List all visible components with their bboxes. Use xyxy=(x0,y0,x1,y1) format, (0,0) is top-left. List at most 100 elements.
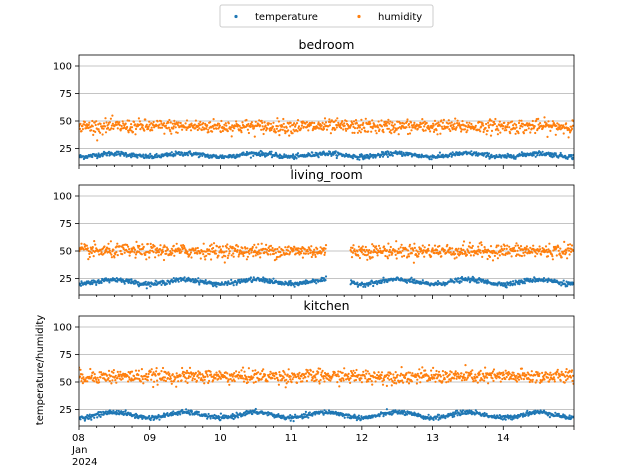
point-humidity xyxy=(94,130,97,133)
point-humidity xyxy=(415,125,418,128)
point-humidity xyxy=(378,247,382,250)
point-temperature xyxy=(170,151,173,154)
point-humidity xyxy=(523,254,526,257)
point-humidity xyxy=(260,128,263,131)
point-humidity xyxy=(104,117,107,120)
point-humidity xyxy=(127,245,130,248)
point-humidity xyxy=(297,125,301,128)
point-humidity xyxy=(230,135,233,138)
y-tick-label: 50 xyxy=(59,378,72,389)
point-temperature xyxy=(231,412,234,416)
point-humidity xyxy=(99,122,102,125)
point-temperature xyxy=(413,278,416,281)
point-humidity xyxy=(376,254,379,257)
point-humidity xyxy=(410,129,413,132)
point-humidity xyxy=(349,126,352,129)
point-temperature xyxy=(500,156,503,159)
point-temperature xyxy=(249,276,252,279)
point-humidity xyxy=(489,123,492,126)
point-humidity xyxy=(88,121,91,124)
point-temperature xyxy=(179,413,182,416)
point-humidity xyxy=(281,128,284,131)
point-humidity xyxy=(229,128,232,131)
point-temperature xyxy=(381,155,385,158)
y-tick-label: 100 xyxy=(53,192,72,203)
point-humidity xyxy=(502,253,505,256)
point-humidity xyxy=(154,256,157,259)
point-humidity xyxy=(388,122,391,125)
point-humidity xyxy=(118,121,121,124)
point-humidity xyxy=(274,248,277,251)
point-temperature xyxy=(355,419,358,422)
point-humidity xyxy=(309,123,312,127)
point-humidity xyxy=(287,245,290,248)
point-humidity xyxy=(381,128,385,131)
point-humidity xyxy=(112,248,115,251)
point-humidity xyxy=(357,245,360,248)
point-humidity xyxy=(423,125,426,128)
point-humidity xyxy=(219,248,222,251)
point-humidity xyxy=(214,252,218,255)
point-humidity xyxy=(567,247,570,250)
point-humidity xyxy=(144,118,147,121)
point-temperature xyxy=(348,413,351,416)
point-humidity xyxy=(537,117,540,120)
point-temperature xyxy=(93,416,96,419)
point-humidity xyxy=(410,252,413,255)
point-humidity xyxy=(371,243,374,246)
point-humidity xyxy=(159,120,163,123)
point-humidity xyxy=(236,249,239,252)
point-temperature xyxy=(108,281,111,284)
point-temperature xyxy=(295,157,298,160)
point-humidity xyxy=(378,128,381,131)
point-temperature xyxy=(149,285,152,288)
point-humidity xyxy=(413,246,416,249)
point-humidity xyxy=(253,135,256,138)
point-temperature xyxy=(400,150,403,153)
legend-label-humidity: humidity xyxy=(378,12,422,23)
point-temperature xyxy=(335,156,338,160)
point-temperature xyxy=(495,154,498,157)
point-temperature xyxy=(566,285,569,288)
point-temperature xyxy=(187,409,190,412)
point-temperature xyxy=(188,150,192,153)
point-humidity xyxy=(313,121,316,125)
point-humidity xyxy=(483,246,486,249)
point-temperature xyxy=(174,154,177,157)
point-temperature xyxy=(359,284,362,287)
point-humidity xyxy=(345,129,348,132)
point-temperature xyxy=(338,414,341,417)
point-temperature xyxy=(177,280,180,283)
point-temperature xyxy=(131,155,134,158)
point-humidity xyxy=(423,255,426,258)
point-temperature xyxy=(117,150,120,153)
point-humidity xyxy=(500,245,503,248)
point-humidity xyxy=(425,121,428,125)
point-temperature xyxy=(119,154,122,157)
point-temperature xyxy=(245,150,248,154)
point-temperature xyxy=(452,411,455,414)
point-humidity xyxy=(352,120,356,123)
point-humidity xyxy=(432,130,436,133)
y-tick-label: 75 xyxy=(59,219,72,230)
point-humidity xyxy=(130,126,134,129)
point-humidity xyxy=(133,251,136,254)
point-temperature xyxy=(174,280,177,283)
point-humidity xyxy=(333,120,336,123)
point-humidity xyxy=(413,242,416,245)
point-humidity xyxy=(263,251,266,254)
point-humidity xyxy=(177,121,180,124)
point-humidity xyxy=(108,247,111,250)
point-humidity xyxy=(383,124,386,127)
point-humidity xyxy=(132,120,136,123)
point-humidity xyxy=(179,248,182,251)
point-humidity xyxy=(296,119,300,122)
point-humidity xyxy=(544,250,547,253)
point-humidity xyxy=(179,121,182,125)
point-humidity xyxy=(492,120,496,123)
point-humidity xyxy=(318,127,321,130)
point-humidity xyxy=(199,257,202,260)
point-temperature xyxy=(240,278,243,281)
point-humidity xyxy=(537,123,540,126)
point-temperature xyxy=(532,154,535,157)
